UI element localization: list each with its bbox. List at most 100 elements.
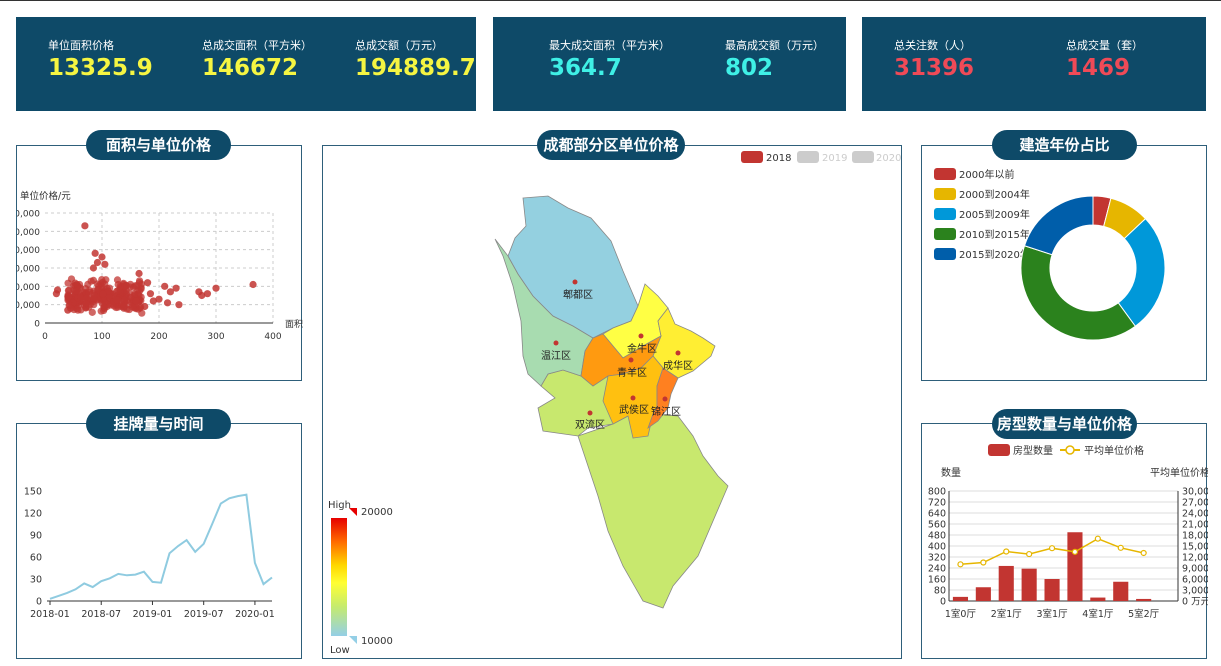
scatter-point[interactable] — [120, 303, 128, 311]
bar[interactable] — [998, 565, 1014, 601]
scatter-point[interactable] — [172, 284, 180, 292]
line-point[interactable] — [1094, 535, 1101, 542]
scatter-point[interactable] — [82, 299, 90, 308]
legend-swatch-2019[interactable] — [797, 151, 819, 163]
line-series[interactable] — [960, 537, 1144, 566]
bar[interactable] — [1044, 579, 1060, 601]
scatter-point[interactable] — [99, 290, 107, 298]
visual-map-handle-bottom[interactable] — [349, 636, 357, 644]
visual-map[interactable]: High 20000 10000 Low — [328, 500, 393, 656]
scatter-point[interactable] — [126, 280, 135, 288]
legend-label[interactable]: 2015到2020年 — [959, 248, 1030, 261]
legend-label-bar[interactable]: 房型数量 — [1013, 444, 1053, 457]
scatter-point[interactable] — [71, 287, 79, 295]
scatter-point[interactable] — [94, 285, 102, 294]
scatter-point[interactable] — [249, 280, 257, 289]
scatter-point[interactable] — [135, 269, 143, 278]
scatter-point[interactable] — [90, 301, 98, 309]
bar[interactable] — [1136, 598, 1152, 601]
legend-swatch-2018[interactable] — [741, 151, 763, 163]
scatter-point[interactable] — [64, 293, 72, 301]
scatter-point[interactable] — [203, 290, 212, 298]
line-point[interactable] — [957, 561, 964, 568]
legend-swatch-2020[interactable] — [852, 151, 874, 163]
legend-swatch[interactable] — [934, 208, 956, 220]
line-point[interactable] — [1140, 549, 1147, 557]
visual-map-bar[interactable] — [331, 518, 347, 636]
scatter-point[interactable] — [90, 295, 98, 303]
scatter-point[interactable] — [112, 296, 121, 304]
legend-line-marker[interactable] — [1065, 445, 1075, 455]
scatter-point[interactable] — [76, 293, 85, 301]
scatter-point[interactable] — [121, 295, 129, 304]
legend-swatch[interactable] — [934, 248, 956, 260]
legend-label[interactable]: 2010到2015年 — [959, 228, 1030, 241]
line-point[interactable] — [1026, 550, 1033, 558]
scatter-point[interactable] — [64, 306, 72, 314]
legend-label[interactable]: 2005到2009年 — [959, 208, 1030, 221]
scatter-point[interactable] — [87, 277, 95, 285]
scatter-point[interactable] — [98, 253, 106, 261]
legend-swatch[interactable] — [934, 168, 956, 180]
scatter-point[interactable] — [163, 299, 172, 307]
scatter-point[interactable] — [126, 293, 135, 301]
scatter-point[interactable] — [52, 290, 61, 298]
legend-swatch-bar[interactable] — [988, 444, 1010, 456]
district-pidu[interactable] — [507, 195, 639, 339]
line-series[interactable] — [49, 493, 273, 600]
legend-label[interactable]: 2000到2004年 — [959, 188, 1030, 201]
scatter-point[interactable] — [71, 279, 79, 287]
kpi-max-amount: 最高成交额（万元） 802 — [725, 37, 824, 81]
donut-slice[interactable] — [1020, 245, 1137, 341]
scatter-point[interactable] — [161, 282, 169, 290]
line-point[interactable] — [1071, 548, 1079, 555]
bar[interactable] — [952, 596, 969, 601]
donut-slice[interactable] — [1023, 195, 1094, 256]
bar[interactable] — [975, 587, 991, 601]
scatter-point[interactable] — [149, 297, 157, 305]
line-point[interactable] — [1117, 544, 1124, 551]
legend-label-2019[interactable]: 2019 — [822, 153, 847, 164]
legend-label-2020[interactable]: 2020 — [876, 153, 901, 164]
scatter-point[interactable] — [93, 258, 102, 267]
scatter-point[interactable] — [81, 222, 89, 230]
scatter-point[interactable] — [144, 279, 152, 287]
bar[interactable] — [1067, 532, 1083, 601]
visual-map-handle-top[interactable] — [349, 508, 357, 516]
scatter-point[interactable] — [101, 260, 109, 268]
legend-swatch[interactable] — [934, 228, 956, 240]
scatter-point[interactable] — [85, 288, 93, 296]
line-point[interactable] — [1003, 548, 1010, 555]
scatter-point[interactable] — [73, 305, 81, 313]
scatter-point[interactable] — [93, 280, 101, 288]
scatter-point[interactable] — [175, 301, 183, 309]
scatter-point[interactable] — [212, 284, 220, 292]
scatter-point[interactable] — [137, 285, 145, 293]
scatter-point[interactable] — [102, 276, 110, 284]
scatter-point[interactable] — [146, 290, 155, 298]
line-point[interactable] — [1048, 545, 1056, 552]
scatter-point[interactable] — [64, 279, 72, 287]
scatter-point[interactable] — [198, 291, 206, 300]
scatter-point[interactable] — [91, 249, 99, 257]
bar[interactable] — [1090, 597, 1106, 601]
legend-label-line[interactable]: 平均单位价格 — [1084, 444, 1144, 457]
scatter-point[interactable] — [100, 303, 108, 311]
scatter-point[interactable] — [141, 302, 149, 311]
kpi-total-amount: 总成交额（万元） 194889.7 — [355, 37, 476, 81]
scatter-point[interactable] — [155, 295, 163, 303]
map-legend[interactable]: 2018 2019 2020 — [741, 151, 901, 164]
line-point[interactable] — [980, 559, 987, 566]
y-tick-label-right: 27,000 — [1182, 498, 1208, 509]
scatter-point[interactable] — [83, 294, 91, 302]
bar[interactable] — [1113, 581, 1129, 601]
scatter-point[interactable] — [88, 308, 96, 316]
scatter-point[interactable] — [132, 297, 140, 305]
bar[interactable] — [1021, 568, 1037, 601]
scatter-point[interactable] — [114, 280, 122, 289]
scatter-point[interactable] — [166, 288, 174, 296]
legend-label-2018[interactable]: 2018 — [766, 153, 791, 164]
legend-swatch[interactable] — [934, 188, 956, 200]
legend-label[interactable]: 2000年以前 — [959, 168, 1014, 181]
scatter-point[interactable] — [89, 264, 98, 272]
